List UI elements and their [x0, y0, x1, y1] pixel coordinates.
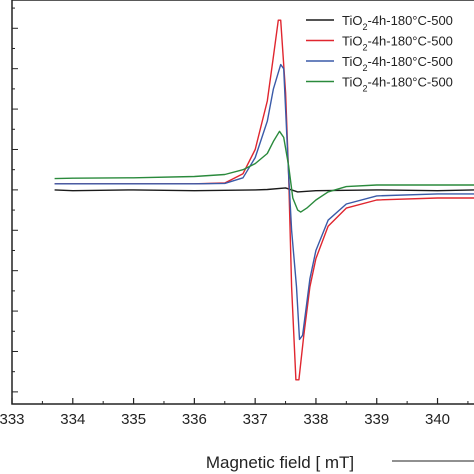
plot-frame	[11, 0, 474, 405]
x-axis-title: Magnetic field [ mT]	[206, 453, 354, 472]
legend-label-2: TiO2-4h-180°C-500	[342, 34, 453, 53]
series-line-4	[54, 130, 474, 213]
x-tick-label: 333	[0, 411, 25, 428]
series-line-3	[54, 63, 474, 341]
x-axis-tick-labels: 333 334 335 336 337 338 339 340	[0, 411, 450, 428]
x-tick-label: 336	[182, 411, 207, 428]
x-tick-label: 339	[364, 411, 389, 428]
x-tick-label: 334	[60, 411, 85, 428]
series-line-1	[54, 187, 474, 193]
y-axis-ticks	[12, 7, 18, 393]
legend-label-4: TiO2-4h-180°C-500	[342, 75, 453, 94]
legend: TiO2-4h-180°C-500TiO2-4h-180°C-500TiO2-4…	[306, 13, 453, 94]
legend-label-1: TiO2-4h-180°C-500	[342, 13, 453, 32]
legend-label-3: TiO2-4h-180°C-500	[342, 54, 453, 73]
x-tick-label: 340	[425, 411, 450, 428]
x-tick-label: 335	[121, 411, 146, 428]
series-traces	[54, 19, 474, 381]
x-tick-label: 338	[303, 411, 328, 428]
x-tick-label: 337	[243, 411, 268, 428]
x-axis-ticks	[11, 398, 469, 404]
